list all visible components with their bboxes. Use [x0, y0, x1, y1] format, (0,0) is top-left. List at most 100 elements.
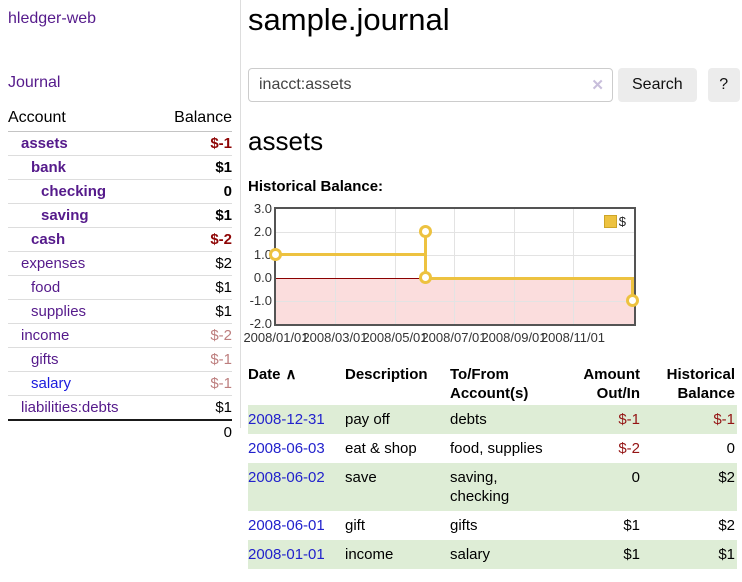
- transaction-accounts: gifts: [450, 517, 478, 534]
- accounts-total-value: 0: [155, 419, 232, 444]
- series-line: [276, 253, 427, 256]
- account-balance: $-1: [155, 371, 232, 396]
- transaction-date-link[interactable]: 2008-01-01: [248, 546, 325, 563]
- account-link-liabilities-debts[interactable]: liabilities:debts: [21, 399, 119, 416]
- account-link-supplies[interactable]: supplies: [31, 303, 87, 320]
- account-row: expenses $2: [8, 251, 232, 276]
- balance-column-header: Balance: [155, 106, 232, 132]
- column-header-balance: Historical Balance: [666, 366, 735, 402]
- transaction-amount: $-2: [618, 440, 640, 457]
- gridline: [276, 301, 634, 302]
- x-axis-tick: 2008/11/01: [540, 330, 606, 345]
- account-balance: $-2: [155, 227, 232, 252]
- balance-chart: 3.0 2.0 1.0 0.0 -1.0 -2.0: [243, 199, 742, 349]
- y-axis-tick: 3.0: [253, 201, 272, 216]
- account-balance: $-1: [155, 347, 232, 372]
- gridline: [276, 255, 634, 256]
- transaction-accounts: salary: [450, 546, 491, 563]
- x-axis-tick: 2008/09/01: [481, 330, 547, 345]
- register-row: 2008-12-31 pay off debts $-1 $-1: [248, 405, 737, 434]
- transaction-description: eat & shop: [345, 440, 417, 457]
- x-axis-tick: 2008/03/01: [302, 330, 368, 345]
- transaction-date-link[interactable]: 2008-12-31: [248, 411, 325, 428]
- account-row: gifts $-1: [8, 347, 232, 372]
- account-link-food[interactable]: food: [31, 279, 61, 296]
- account-balance: $2: [155, 251, 232, 276]
- register-row: 2008-06-02 save saving, checking 0 $2: [248, 463, 737, 511]
- y-axis-tick: 1.0: [253, 247, 272, 262]
- gridline: [276, 232, 634, 233]
- series-line: [424, 232, 427, 279]
- chart-legend: $: [603, 214, 626, 229]
- gridline: [514, 209, 515, 324]
- transaction-amount: $-1: [618, 411, 640, 428]
- main-content: sample.journal ✕ Search ? assets Histori…: [243, 0, 742, 569]
- transaction-date-link[interactable]: 2008-06-01: [248, 517, 325, 534]
- sidebar-item-journal[interactable]: Journal: [8, 74, 61, 91]
- account-link-salary[interactable]: salary: [31, 375, 72, 392]
- transaction-date-link[interactable]: 2008-06-03: [248, 440, 325, 457]
- transaction-accounts: debts: [450, 411, 487, 428]
- accounts-header-row: Account Balance: [8, 106, 232, 132]
- transaction-balance: $2: [718, 517, 735, 534]
- register-row: 2008-06-03 eat & shop food, supplies $-2…: [248, 434, 737, 463]
- register-row: 2008-01-01 income salary $1 $1: [248, 540, 737, 569]
- account-row: cash $-2: [8, 227, 232, 252]
- column-header-date-label: Date: [248, 366, 281, 383]
- page-title: sample.journal: [248, 2, 450, 37]
- account-link-saving[interactable]: saving: [41, 207, 89, 224]
- column-header-accounts: To/From Account(s): [450, 366, 529, 402]
- transaction-date-link[interactable]: 2008-06-02: [248, 469, 325, 486]
- transaction-amount: $1: [623, 517, 640, 534]
- gridline: [454, 209, 455, 324]
- column-header-date[interactable]: Date ∧: [248, 363, 345, 405]
- search-box: ✕: [248, 68, 613, 102]
- clear-search-icon[interactable]: ✕: [591, 77, 604, 94]
- legend-label: $: [618, 214, 626, 229]
- account-link-gifts[interactable]: gifts: [31, 351, 59, 368]
- search-button[interactable]: Search: [618, 68, 697, 102]
- transaction-amount: 0: [631, 469, 640, 486]
- accounts-table: Account Balance assets $-1 bank $1 check…: [8, 106, 232, 444]
- y-axis-tick: 0.0: [253, 270, 272, 285]
- account-link-bank[interactable]: bank: [31, 159, 67, 176]
- x-axis-tick: 2008/07/01: [421, 330, 487, 345]
- account-link-cash[interactable]: cash: [31, 231, 66, 248]
- data-point-marker: [419, 225, 432, 238]
- legend-swatch-icon: [603, 215, 617, 228]
- transaction-description: save: [345, 469, 377, 486]
- data-point-marker: [269, 248, 282, 261]
- account-row: checking 0: [8, 179, 232, 204]
- account-link-expenses[interactable]: expenses: [21, 255, 86, 272]
- account-row: assets $-1: [8, 132, 232, 156]
- y-axis-tick: -1.0: [249, 293, 272, 308]
- register-table: Date ∧ Description To/From Account(s) Amo…: [248, 363, 737, 569]
- account-link-assets[interactable]: assets: [21, 135, 68, 152]
- help-button[interactable]: ?: [707, 68, 740, 102]
- series-line: [631, 277, 634, 303]
- transaction-balance: $-1: [713, 411, 735, 428]
- account-balance: $1: [155, 275, 232, 300]
- column-header-amount: Amount Out/In: [583, 366, 640, 402]
- account-heading: assets: [248, 126, 324, 156]
- account-row: saving $1: [8, 203, 232, 228]
- transaction-balance: 0: [726, 440, 735, 457]
- account-link-income[interactable]: income: [21, 327, 70, 344]
- account-row: supplies $1: [8, 299, 232, 324]
- series-line: [424, 277, 633, 280]
- account-balance: 0: [155, 179, 232, 204]
- account-balance: $1: [155, 155, 232, 180]
- data-point-marker: [626, 294, 639, 307]
- transaction-description: pay off: [345, 411, 390, 428]
- app-title-link[interactable]: hledger-web: [8, 10, 97, 27]
- x-axis-tick: 2008/01/01: [243, 330, 309, 345]
- transaction-balance: $2: [718, 469, 735, 486]
- y-axis-tick: -2.0: [249, 316, 272, 331]
- search-form: ✕ Search ?: [248, 68, 742, 102]
- register-row: 2008-06-01 gift gifts $1 $2: [248, 511, 737, 540]
- search-input[interactable]: [248, 68, 613, 102]
- sort-ascending-icon: ∧: [285, 366, 297, 383]
- account-link-checking[interactable]: checking: [41, 183, 107, 200]
- account-balance: $-2: [155, 323, 232, 348]
